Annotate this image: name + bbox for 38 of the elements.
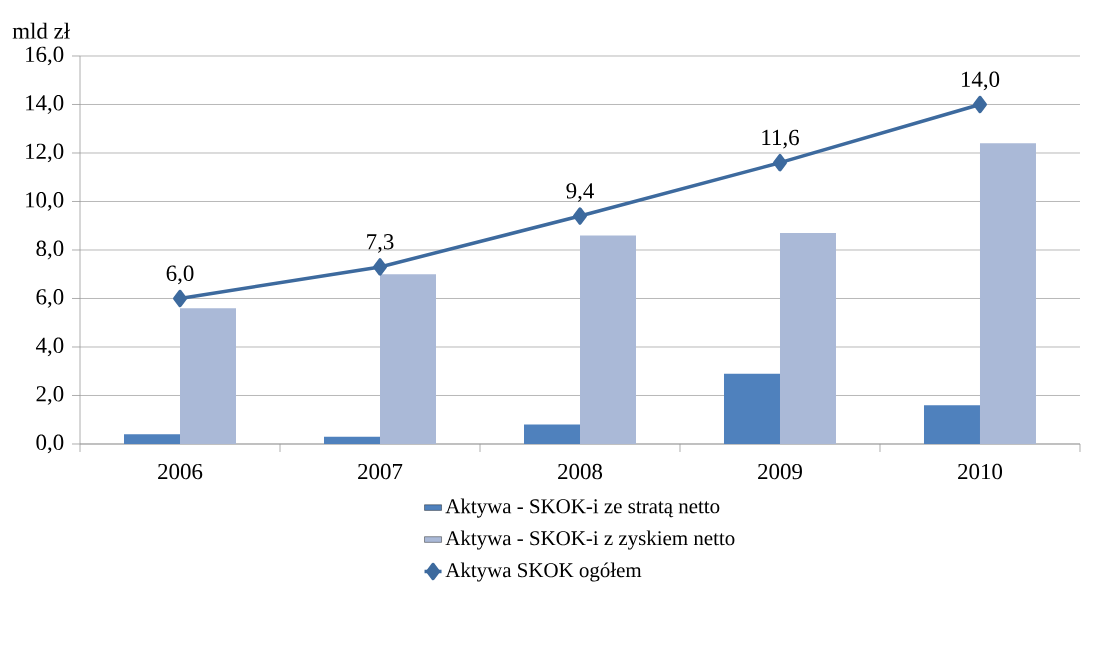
y-tick-label: 12,0: [26, 143, 64, 163]
data-label: 6,0: [166, 265, 194, 285]
bar: [724, 373, 780, 444]
y-tick-label: 16,0: [26, 46, 64, 66]
y-tick-label: 0,0: [36, 434, 64, 454]
y-axis-title: mld zł: [12, 22, 71, 39]
legend-label: Aktywa - SKOK-i ze stratą netto: [445, 498, 720, 518]
x-tick-label: 2009: [758, 463, 802, 480]
y-tick-label: 10,0: [26, 192, 64, 211]
point: [373, 258, 387, 276]
legend-label: Aktywa SKOK ogółem: [445, 562, 642, 582]
bar: [580, 235, 636, 444]
bar: [324, 436, 380, 444]
y-tick-label: 6,0: [36, 289, 64, 308]
legend-label: Aktywa - SKOK-i z zyskiem netto: [445, 530, 735, 550]
y-tick-label: 14,0: [26, 95, 64, 114]
y-tick-label: 4,0: [35, 337, 64, 357]
bar: [780, 233, 836, 444]
bar: [979, 143, 1036, 444]
data-label: 9,4: [566, 183, 594, 202]
x-tick-label: 2008: [558, 463, 603, 480]
data-label: 7,3: [367, 234, 394, 253]
bar: [923, 405, 980, 444]
data-label: 11,6: [762, 129, 799, 149]
point: [772, 153, 787, 172]
bar: [380, 274, 436, 444]
bar: [124, 434, 181, 444]
x-tick-label: 2007: [358, 463, 403, 480]
y-tick-label: 8,0: [36, 240, 64, 260]
y-tick-label: 2,0: [36, 386, 64, 405]
x-tick-label: 2010: [958, 463, 1003, 480]
point: [573, 207, 587, 225]
x-tick-label: 2006: [158, 463, 203, 480]
bar: [524, 424, 580, 444]
point: [173, 289, 188, 308]
point: [972, 95, 987, 114]
data-label: 14,0: [961, 71, 1000, 91]
bar: [180, 308, 236, 444]
